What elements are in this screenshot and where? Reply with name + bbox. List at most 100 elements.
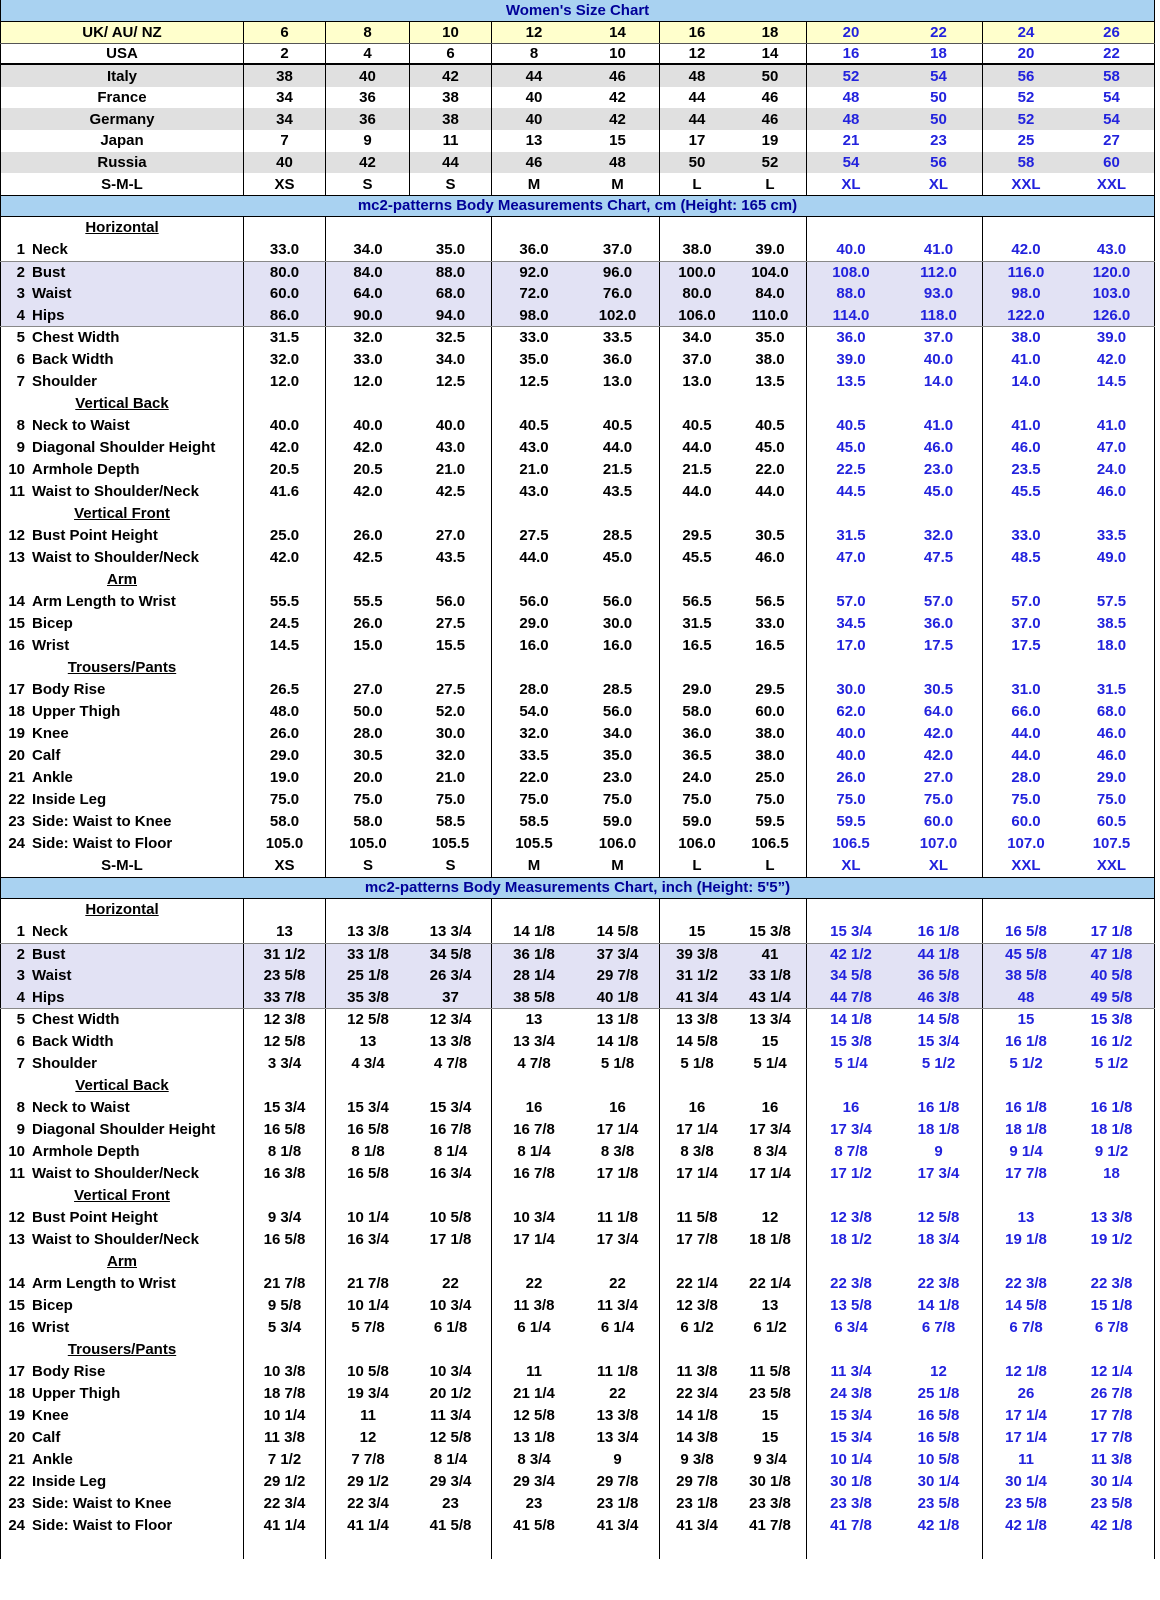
size-chart-title-band: Women's Size Chart bbox=[0, 0, 1155, 22]
value-cell: 45.0 bbox=[836, 439, 866, 457]
value-cell: 38.0 bbox=[734, 348, 807, 371]
row-label-text: Waist to Shoulder/Neck bbox=[32, 1231, 199, 1249]
measurement-row: 14 Arm Length to Wrist 55.5 55.5 56.0 56.0 56.… bbox=[0, 590, 1155, 613]
value-cell bbox=[807, 503, 895, 525]
value-cell: 22 bbox=[576, 1272, 660, 1295]
value-cell: 33 1/8 bbox=[734, 964, 807, 987]
row-number: 19 bbox=[8, 1407, 25, 1425]
row-label-text: Neck to Waist bbox=[32, 417, 130, 435]
row-label: 8 Neck to Waist bbox=[0, 414, 244, 437]
value-cell bbox=[1069, 656, 1155, 679]
value-cell: 40.0 bbox=[895, 348, 983, 371]
value-cell: 22 3/8 bbox=[895, 1272, 983, 1295]
row-label-text: Back Width bbox=[32, 1033, 114, 1051]
value-cell: 84.0 bbox=[353, 263, 383, 281]
value-cell: 40 bbox=[326, 65, 410, 87]
measurement-row: 15 Bicep 9 5/8 10 1/4 10 3/4 11 3/8 11 3/4 12 3… bbox=[0, 1294, 1155, 1317]
value-cell: 56.0 bbox=[576, 700, 660, 723]
value-cell: 57.5 bbox=[1069, 590, 1155, 613]
row-label: 10 Armhole Depth bbox=[0, 458, 244, 481]
value-cell bbox=[807, 899, 895, 921]
value-cell: 44 bbox=[525, 67, 543, 85]
section-header: Vertical Front bbox=[0, 1184, 244, 1207]
value-cell: 31 1/2 bbox=[244, 943, 326, 965]
row-number: 4 bbox=[16, 988, 25, 1006]
row-label-text: Wrist bbox=[32, 1319, 70, 1337]
measurement-row: 6 Back Width 32.0 33.0 34.0 35.0 36.0 37.0 38.0 3… bbox=[0, 348, 1155, 371]
value-cell: 25 bbox=[1017, 132, 1035, 150]
value-cell: 19 bbox=[734, 130, 807, 152]
value-cell: 72.0 bbox=[519, 285, 549, 303]
measurement-row: 4 Hips 33 7/8 35 3/8 37 38 5/8 40 1/8 41 3/4 43 … bbox=[0, 986, 1155, 1009]
measurement-row: 23 Side: Waist to Knee 58.0 58.0 58.5 58.5 59.… bbox=[0, 810, 1155, 833]
value-cell: XXL bbox=[1011, 175, 1041, 193]
value-cell bbox=[983, 1339, 1069, 1361]
value-cell: 33.5 bbox=[576, 326, 660, 349]
value-cell: 40 bbox=[525, 110, 543, 128]
value-cell: 38.0 bbox=[1011, 329, 1041, 347]
value-cell: 32.0 bbox=[519, 725, 549, 743]
row-label-text: Neck bbox=[32, 241, 68, 259]
value-cell: 46 3/8 bbox=[895, 986, 983, 1008]
value-cell: 11 3/8 bbox=[244, 1426, 326, 1449]
value-cell: 11 3/4 bbox=[576, 1294, 660, 1317]
value-cell: 126.0 bbox=[1069, 304, 1155, 326]
value-cell: 22 bbox=[1069, 43, 1155, 64]
value-cell bbox=[895, 898, 983, 921]
value-cell bbox=[983, 569, 1069, 591]
row-label: Italy bbox=[0, 65, 244, 87]
value-cell: 44.0 bbox=[1011, 747, 1041, 765]
row-label-text: Knee bbox=[32, 725, 69, 743]
value-cell: XS bbox=[244, 173, 326, 195]
measurement-row: 23 Side: Waist to Knee 22 3/4 22 3/4 23 23 23 … bbox=[0, 1492, 1155, 1515]
value-cell: 46.0 bbox=[1069, 744, 1155, 767]
value-cell: 17 3/4 bbox=[576, 1228, 660, 1251]
value-cell: 122.0 bbox=[1007, 306, 1045, 324]
value-cell: 15 1/8 bbox=[1069, 1294, 1155, 1317]
value-cell: L bbox=[692, 857, 702, 875]
value-cell: 10 3/4 bbox=[513, 1209, 555, 1227]
row-label: 15 Bicep bbox=[0, 1294, 244, 1317]
value-cell: 12 5/8 bbox=[410, 1426, 492, 1449]
value-cell: 60.5 bbox=[1069, 810, 1155, 833]
value-cell: 13 bbox=[359, 1033, 377, 1051]
measurement-row: 24 Side: Waist to Floor 105.0 105.0 105.5 105… bbox=[0, 832, 1155, 855]
value-cell: 13 3/8 bbox=[676, 1011, 718, 1029]
value-cell: 20 1/2 bbox=[410, 1382, 492, 1405]
value-cell: 17 3/4 bbox=[895, 1162, 983, 1185]
value-cell: 35.0 bbox=[734, 326, 807, 349]
value-cell: 21.5 bbox=[576, 458, 660, 481]
value-cell: 16 1/8 bbox=[895, 920, 983, 943]
value-cell: 75.0 bbox=[353, 791, 383, 809]
value-cell: 16 7/8 bbox=[513, 1165, 555, 1183]
value-cell: 12.0 bbox=[244, 370, 326, 393]
row-label-text: Calf bbox=[32, 1429, 61, 1447]
value-cell bbox=[410, 1074, 492, 1097]
row-label-text: Body Rise bbox=[32, 1363, 106, 1381]
value-cell: 34.0 bbox=[353, 241, 383, 259]
value-cell: 30.5 bbox=[353, 747, 383, 765]
value-cell: 40.5 bbox=[682, 417, 712, 435]
value-cell: 88.0 bbox=[410, 261, 492, 283]
value-cell: 40 bbox=[525, 89, 543, 107]
value-cell: 6 1/2 bbox=[734, 1316, 807, 1339]
measurement-row: 7 Shoulder 12.0 12.0 12.5 12.5 13.0 13.0 13.5 13.… bbox=[0, 370, 1155, 393]
value-cell: 37.0 bbox=[682, 351, 712, 369]
value-cell bbox=[410, 216, 492, 239]
value-cell: 37.0 bbox=[576, 238, 660, 261]
row-label-text: Neck bbox=[32, 923, 68, 941]
value-cell: 15 3/4 bbox=[830, 1429, 872, 1447]
value-cell: 36 bbox=[326, 108, 410, 131]
measurement-row: 8 Neck to Waist 15 3/4 15 3/4 15 3/4 16 16 16 16… bbox=[0, 1096, 1155, 1119]
value-cell: 13.5 bbox=[734, 370, 807, 393]
value-cell: 17 3/4 bbox=[734, 1118, 807, 1141]
value-cell bbox=[410, 392, 492, 415]
value-cell: 58.5 bbox=[410, 810, 492, 833]
value-cell: 11 bbox=[410, 130, 492, 152]
row-label: 18 Upper Thigh bbox=[0, 700, 244, 723]
value-cell: M bbox=[576, 854, 660, 877]
value-cell: 12.5 bbox=[410, 370, 492, 393]
value-cell: 27 bbox=[1069, 130, 1155, 152]
value-cell: 43.0 bbox=[410, 436, 492, 459]
